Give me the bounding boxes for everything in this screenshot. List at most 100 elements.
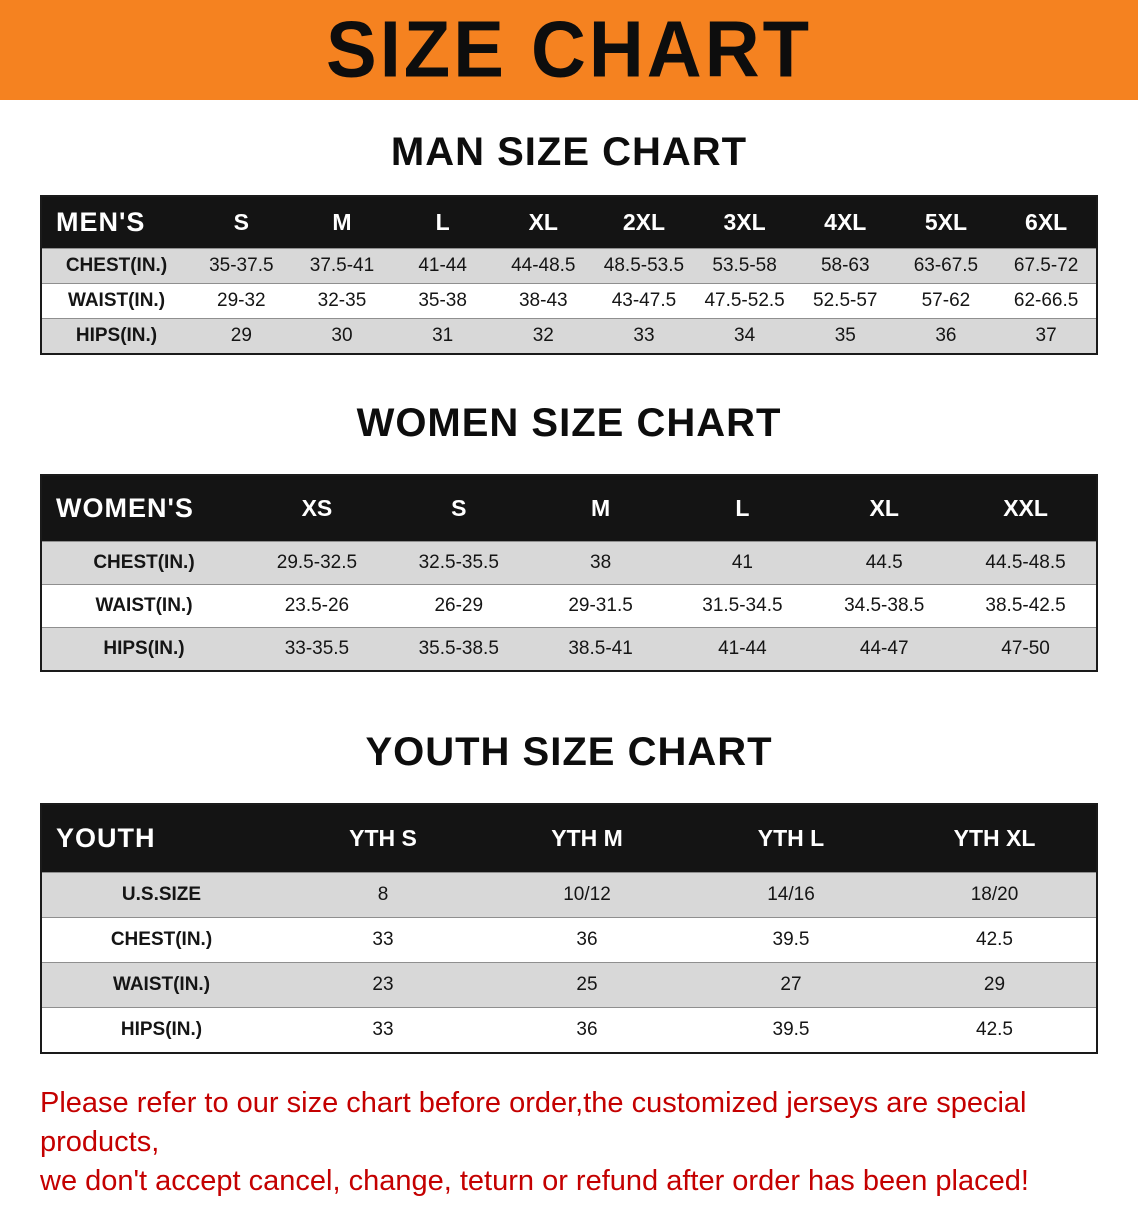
youth-size-chart-heading: YOUTH SIZE CHART [365, 730, 773, 774]
row-label-cell: CHEST(IN.) [41, 248, 191, 284]
table-header-row: WOMEN'S XS S M L XL XXL [41, 475, 1097, 542]
table-row: CHEST(IN.) 35-37.5 37.5-41 41-44 44-48.5 48.5… [41, 248, 1097, 284]
value-cell: 31.5-34.5 [671, 584, 814, 628]
men-size-table: MEN'S S M L XL 2XL 3XL 4XL 5XL 6XL CHEST(IN.) 35-37… [40, 195, 1098, 355]
size-header-cell: L [392, 196, 493, 249]
size-chart-title: SIZE CHART [326, 4, 812, 95]
man-size-chart-heading: MAN SIZE CHART [390, 130, 748, 174]
value-cell: 36 [485, 1007, 689, 1053]
value-cell: 44-47 [813, 627, 956, 671]
row-label-cell: CHEST(IN.) [41, 917, 281, 963]
value-cell: 23 [281, 962, 485, 1008]
table-title-cell: WOMEN'S [41, 475, 246, 542]
value-cell: 27 [689, 962, 893, 1008]
table-row: HIPS(IN.) 29 30 31 32 33 34 35 36 37 [41, 318, 1097, 354]
size-chart-banner: SIZE CHART [0, 0, 1138, 100]
value-cell: 32-35 [291, 283, 393, 319]
table-row: HIPS(IN.) 33 36 39.5 42.5 [41, 1007, 1097, 1053]
table-header-row: MEN'S S M L XL 2XL 3XL 4XL 5XL 6XL [41, 196, 1097, 249]
size-header-cell: S [191, 196, 292, 249]
value-cell: 34.5-38.5 [813, 584, 956, 628]
size-header-cell: L [671, 475, 814, 542]
size-header-cell: 3XL [694, 196, 795, 249]
value-cell: 33 [281, 1007, 485, 1053]
table-title-cell: MEN'S [41, 196, 191, 249]
value-cell: 63-67.5 [895, 248, 997, 284]
size-header-cell: S [387, 475, 530, 542]
value-cell: 31 [392, 318, 493, 354]
size-header-cell: 6XL [996, 196, 1097, 249]
size-header-cell: 2XL [593, 196, 695, 249]
value-cell: 29-32 [191, 283, 292, 319]
row-label-cell: CHEST(IN.) [41, 541, 246, 585]
value-cell: 52.5-57 [794, 283, 896, 319]
value-cell: 44.5-48.5 [955, 541, 1097, 585]
value-cell: 35-38 [392, 283, 493, 319]
size-header-cell: XL [492, 196, 594, 249]
row-label-cell: WAIST(IN.) [41, 584, 246, 628]
value-cell: 14/16 [689, 872, 893, 918]
value-cell: 38 [529, 541, 672, 585]
value-cell: 29 [893, 962, 1097, 1008]
size-header-cell: XXL [955, 475, 1097, 542]
value-cell: 48.5-53.5 [593, 248, 695, 284]
value-cell: 37 [996, 318, 1097, 354]
value-cell: 25 [485, 962, 689, 1008]
value-cell: 67.5-72 [996, 248, 1097, 284]
value-cell: 47-50 [955, 627, 1097, 671]
value-cell: 30 [291, 318, 393, 354]
value-cell: 18/20 [893, 872, 1097, 918]
value-cell: 38-43 [492, 283, 594, 319]
value-cell: 23.5-26 [246, 584, 388, 628]
table-title-cell: YOUTH [41, 804, 281, 873]
value-cell: 42.5 [893, 1007, 1097, 1053]
value-cell: 43-47.5 [593, 283, 695, 319]
value-cell: 35-37.5 [191, 248, 292, 284]
value-cell: 32.5-35.5 [387, 541, 530, 585]
size-header-cell: YTH L [689, 804, 893, 873]
value-cell: 41 [671, 541, 814, 585]
table-row: WAIST(IN.) 23.5-26 26-29 29-31.5 31.5-34.5 34… [41, 584, 1097, 628]
size-header-cell: M [291, 196, 393, 249]
order-policy-line-1: Please refer to our size chart before or… [40, 1087, 1027, 1159]
size-header-cell: YTH S [281, 804, 485, 873]
order-policy-note: Please refer to our size chart before or… [40, 1084, 1100, 1201]
row-label-cell: HIPS(IN.) [41, 1007, 281, 1053]
row-label-cell: U.S.SIZE [41, 872, 281, 918]
table-row: HIPS(IN.) 33-35.5 35.5-38.5 38.5-41 41-44 44-… [41, 627, 1097, 671]
table-row: WAIST(IN.) 23 25 27 29 [41, 962, 1097, 1008]
value-cell: 41-44 [671, 627, 814, 671]
table-header-row: YOUTH YTH S YTH M YTH L YTH XL [41, 804, 1097, 873]
size-header-cell: 4XL [794, 196, 896, 249]
value-cell: 57-62 [895, 283, 997, 319]
row-label-cell: HIPS(IN.) [41, 627, 246, 671]
row-label-cell: WAIST(IN.) [41, 283, 191, 319]
value-cell: 32 [492, 318, 594, 354]
value-cell: 38.5-42.5 [955, 584, 1097, 628]
value-cell: 41-44 [392, 248, 493, 284]
value-cell: 34 [694, 318, 795, 354]
value-cell: 39.5 [689, 917, 893, 963]
youth-size-table: YOUTH YTH S YTH M YTH L YTH XL U.S.SIZE 8 10/12… [40, 803, 1098, 1054]
women-size-chart-heading: WOMEN SIZE CHART [356, 401, 782, 445]
value-cell: 26-29 [387, 584, 530, 628]
value-cell: 42.5 [893, 917, 1097, 963]
women-size-table: WOMEN'S XS S M L XL XXL CHEST(IN.) 29.5-32.5 32.5… [40, 474, 1098, 672]
size-header-cell: M [529, 475, 672, 542]
table-row: WAIST(IN.) 29-32 32-35 35-38 38-43 43-47.5 47.… [41, 283, 1097, 319]
value-cell: 47.5-52.5 [694, 283, 795, 319]
value-cell: 29 [191, 318, 292, 354]
table-row: CHEST(IN.) 29.5-32.5 32.5-35.5 38 41 44.5 44.5… [41, 541, 1097, 585]
row-label-cell: HIPS(IN.) [41, 318, 191, 354]
value-cell: 36 [485, 917, 689, 963]
value-cell: 33 [593, 318, 695, 354]
value-cell: 33 [281, 917, 485, 963]
value-cell: 38.5-41 [529, 627, 672, 671]
size-header-cell: 5XL [895, 196, 997, 249]
value-cell: 37.5-41 [291, 248, 393, 284]
value-cell: 35.5-38.5 [387, 627, 530, 671]
value-cell: 35 [794, 318, 896, 354]
size-header-cell: XS [246, 475, 388, 542]
table-row: CHEST(IN.) 33 36 39.5 42.5 [41, 917, 1097, 963]
value-cell: 39.5 [689, 1007, 893, 1053]
